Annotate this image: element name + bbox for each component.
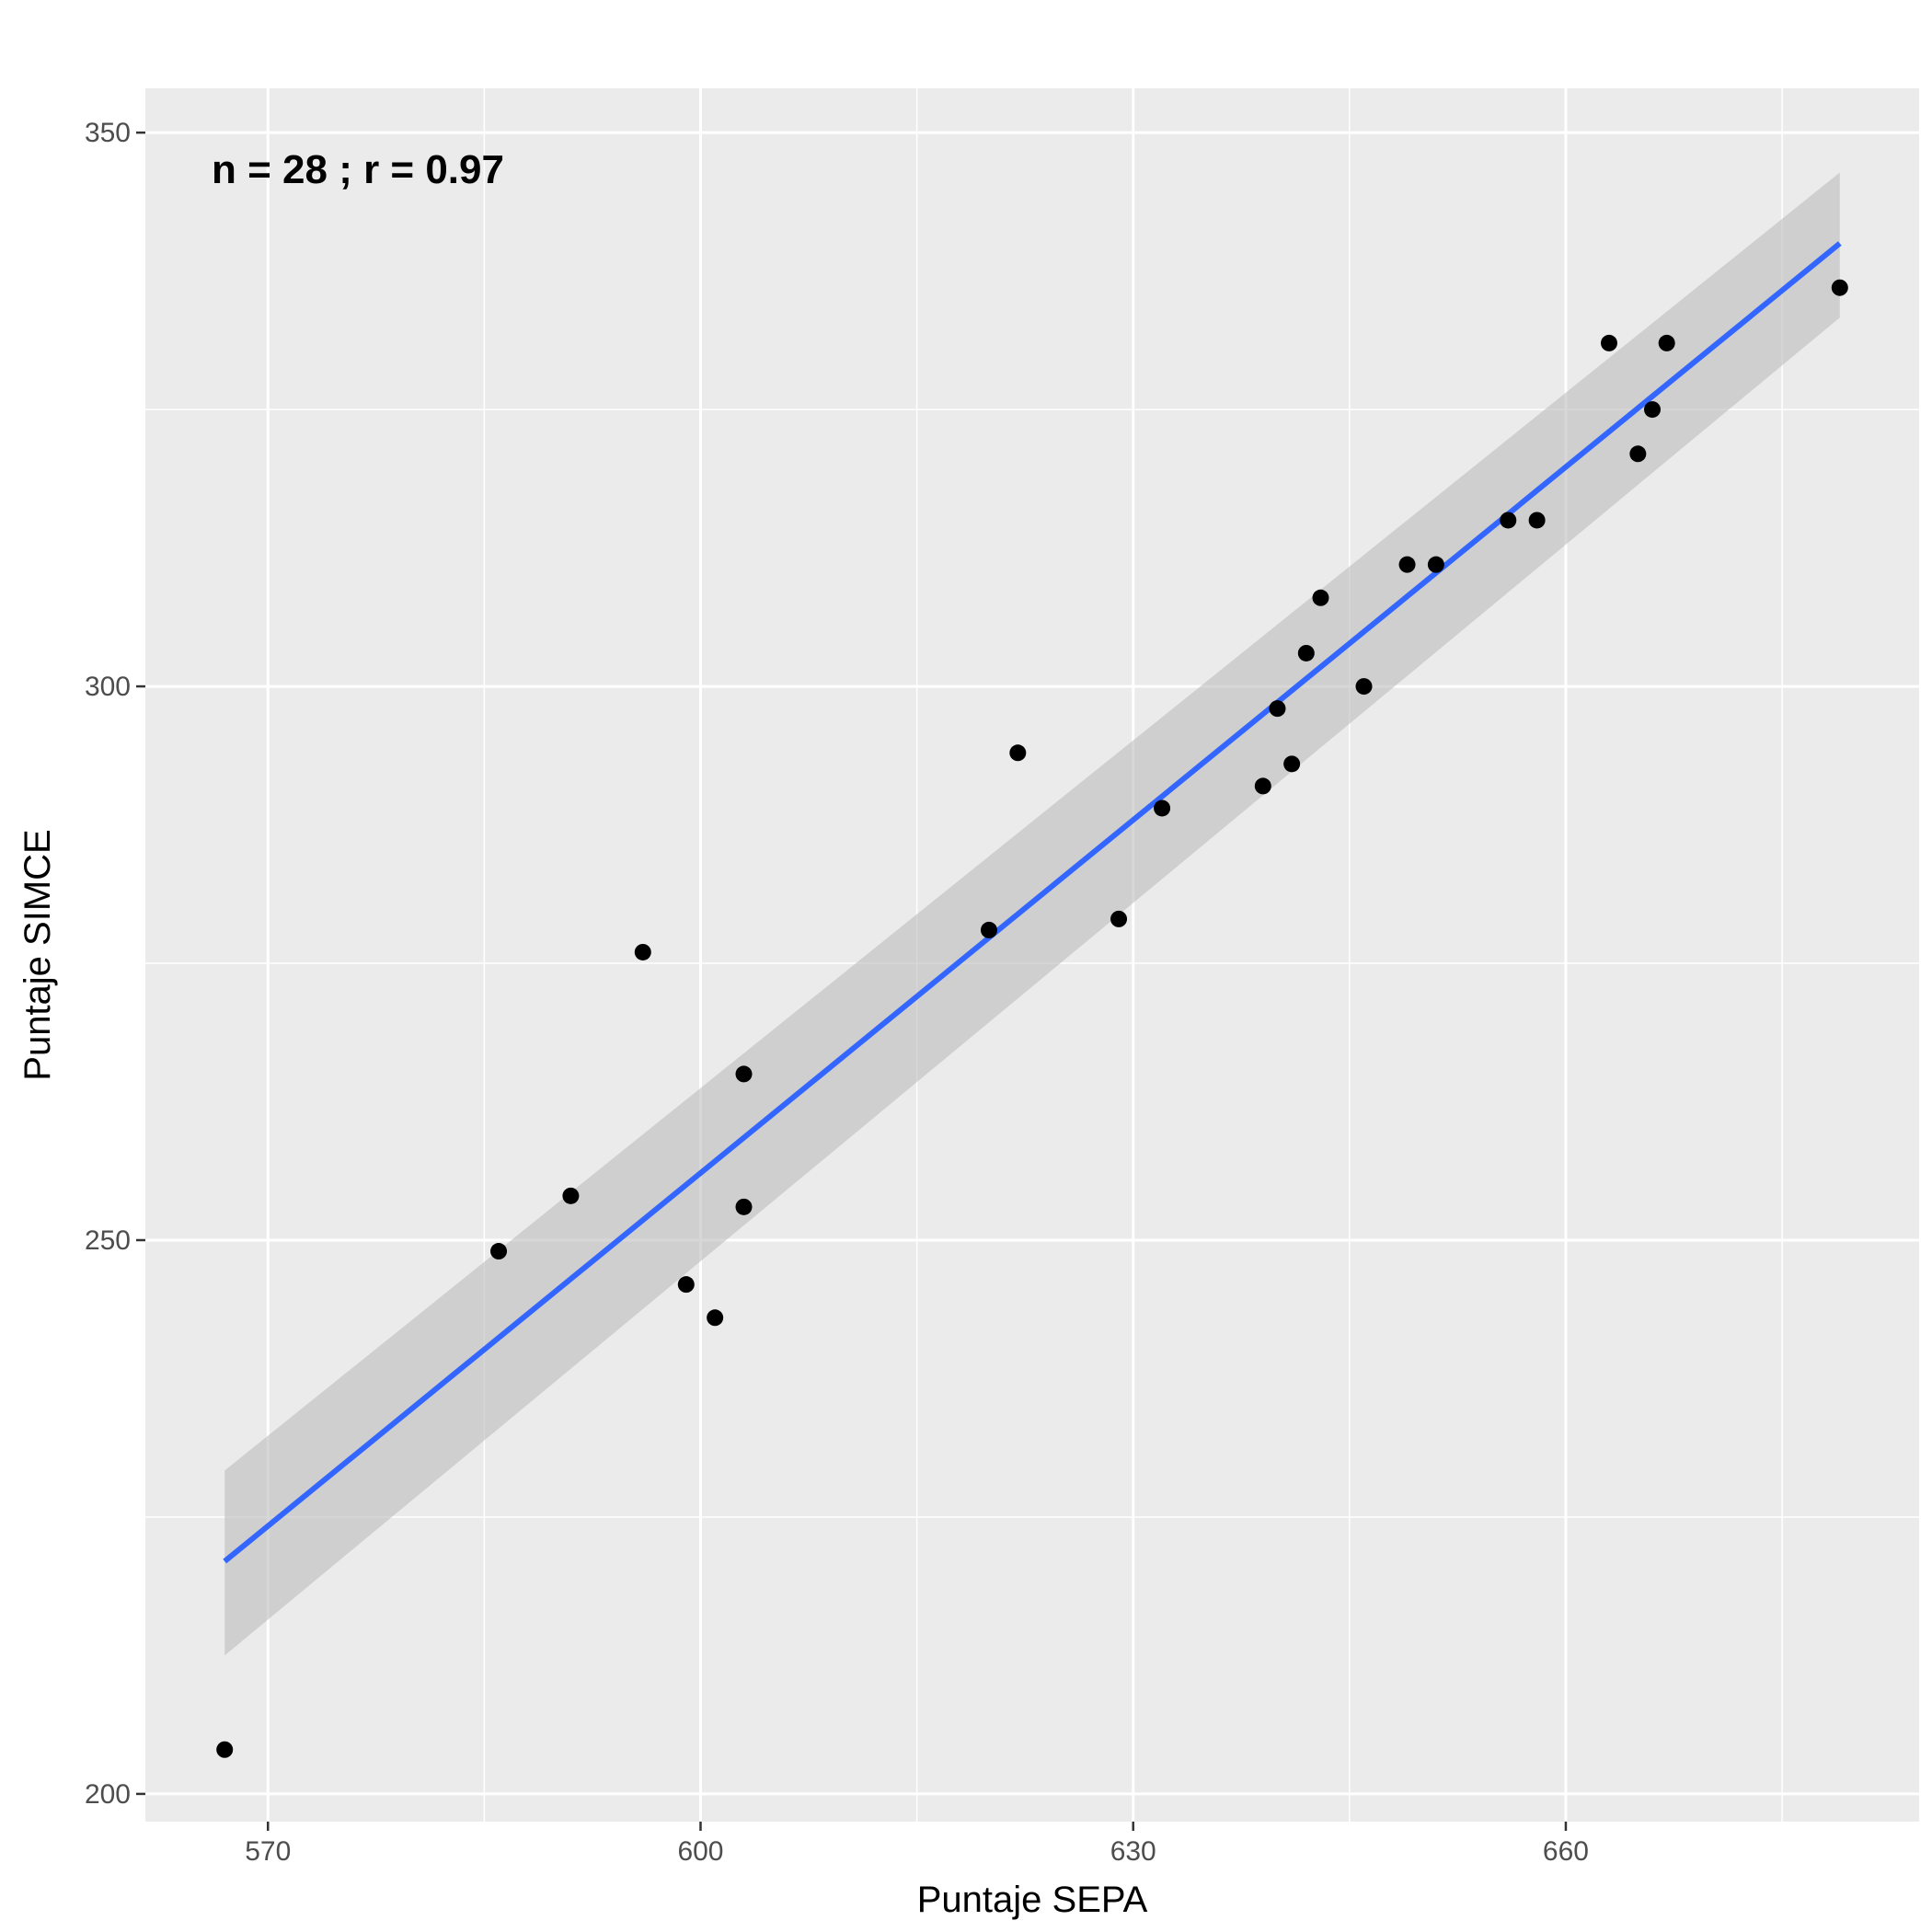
data-point <box>216 1741 234 1758</box>
y-tick-label: 200 <box>85 1779 131 1810</box>
data-point <box>1154 799 1171 817</box>
data-point <box>980 921 997 938</box>
y-tick-label: 250 <box>85 1225 131 1256</box>
data-point <box>1009 744 1027 762</box>
x-axis-ticks: 570 600 630 660 <box>245 1822 1589 1867</box>
confidence-band <box>224 172 1840 1656</box>
data-point <box>1398 556 1416 573</box>
data-point <box>1110 910 1128 927</box>
data-point <box>1312 589 1329 606</box>
data-point <box>1297 644 1315 661</box>
x-tick-label: 570 <box>245 1836 291 1867</box>
data-point <box>1831 279 1848 296</box>
data-point <box>562 1187 580 1204</box>
data-point <box>1427 556 1444 573</box>
y-tick-label: 350 <box>85 118 131 148</box>
data-point <box>1355 678 1373 696</box>
chart-annotation: n = 28 ; r = 0.97 <box>212 147 504 192</box>
y-axis-ticks: 200 250 300 350 <box>85 118 145 1810</box>
x-tick-label: 630 <box>1110 1836 1156 1867</box>
data-point <box>1644 401 1662 419</box>
data-point <box>1500 512 1517 529</box>
data-point <box>490 1243 508 1260</box>
x-tick-label: 600 <box>677 1836 723 1867</box>
data-point <box>1283 755 1301 773</box>
data-point <box>707 1309 724 1327</box>
data-points <box>216 279 1848 1758</box>
x-tick-label: 660 <box>1543 1836 1589 1867</box>
y-tick-label: 300 <box>85 672 131 702</box>
data-point <box>1629 445 1647 463</box>
y-axis-title: Puntaje SIMCE <box>17 829 58 1080</box>
data-point <box>735 1198 753 1215</box>
data-point <box>677 1276 695 1294</box>
data-point <box>634 943 651 960</box>
data-point <box>1269 700 1286 718</box>
data-point <box>1528 512 1546 529</box>
regression-line <box>223 241 1842 1564</box>
data-point <box>735 1065 753 1083</box>
data-point <box>1600 334 1617 351</box>
x-axis-title: Puntaje SEPA <box>917 1880 1148 1920</box>
data-point <box>1254 777 1271 795</box>
data-point <box>1658 334 1675 351</box>
